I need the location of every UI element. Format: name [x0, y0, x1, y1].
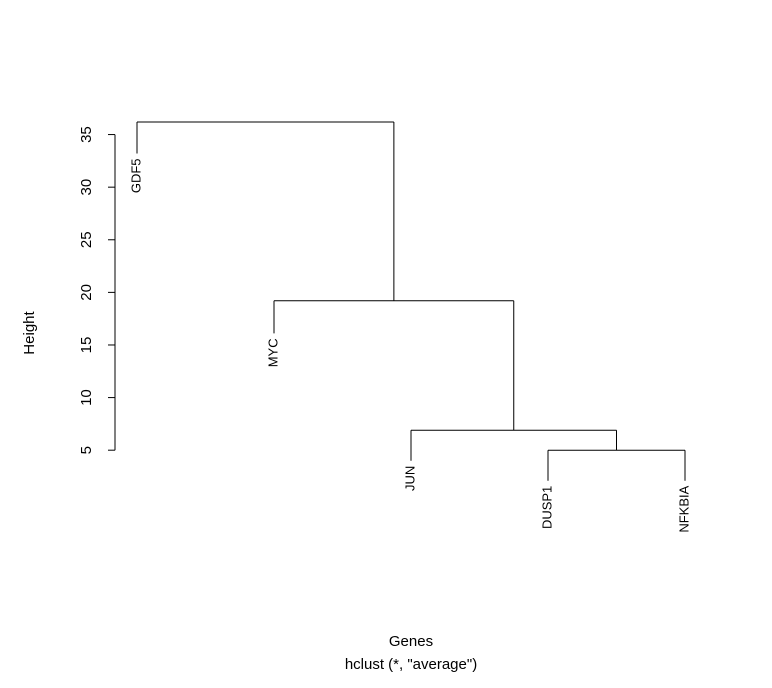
leaf-label: JUN — [402, 466, 417, 491]
x-axis-label: Genes — [389, 633, 433, 650]
y-tick-label: 30 — [78, 179, 95, 196]
leaf-label: MYC — [265, 338, 280, 367]
y-tick-label: 10 — [78, 389, 95, 406]
y-tick-label: 20 — [78, 284, 95, 301]
leaf-label: GDF5 — [128, 159, 143, 194]
y-axis-label: Height — [21, 310, 38, 354]
y-tick-label: 25 — [78, 231, 95, 248]
leaf-label: NFKBIA — [676, 485, 691, 532]
y-tick-label: 5 — [78, 446, 95, 454]
subtitle: hclust (*, "average") — [345, 656, 477, 673]
y-tick-label: 35 — [78, 126, 95, 143]
y-tick-label: 15 — [78, 337, 95, 354]
leaf-label: DUSP1 — [539, 486, 554, 529]
